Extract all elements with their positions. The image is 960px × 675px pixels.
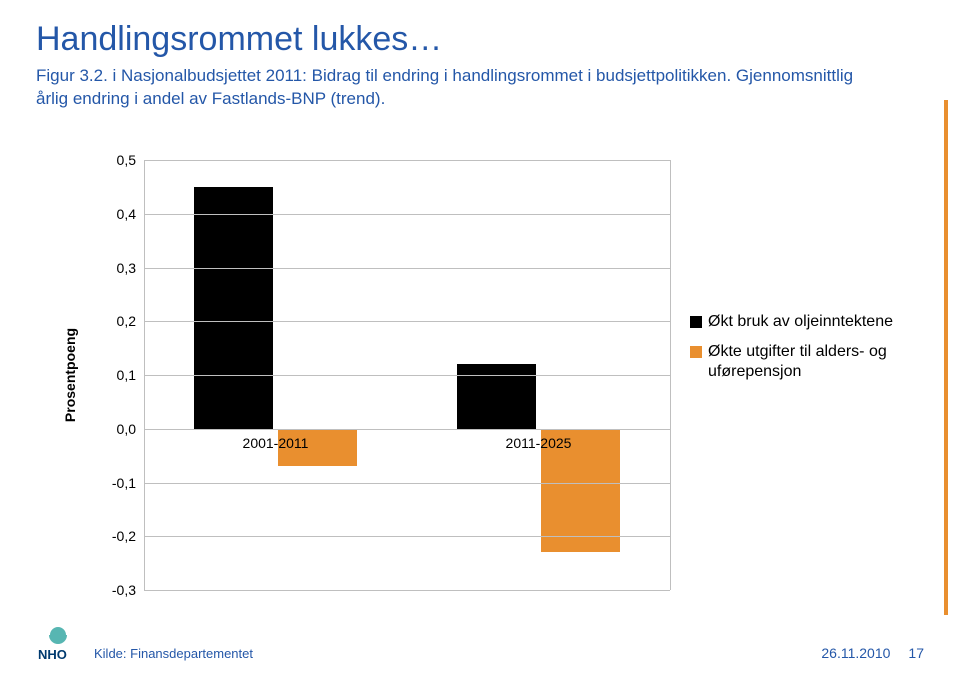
legend-swatch-icon	[690, 316, 702, 328]
plot-border	[670, 160, 671, 590]
y-tick-label: 0,2	[106, 313, 136, 329]
category-label: 2001-2011	[243, 435, 309, 451]
page-title: Handlingsrommet lukkes…	[36, 20, 924, 59]
y-tick-label: -0,1	[106, 475, 136, 491]
gridline	[144, 321, 670, 322]
gridline	[144, 268, 670, 269]
page-number: 17	[908, 645, 924, 661]
category-label: 2011-2025	[506, 435, 572, 451]
slide-date: 26.11.2010	[821, 645, 890, 661]
page-meta: 26.11.2010 17	[821, 645, 924, 661]
y-axis-label: Prosentpoeng	[62, 328, 78, 422]
y-tick-label: 0,3	[106, 260, 136, 276]
chart: Prosentpoeng Økt bruk av oljeinntekteneØ…	[70, 160, 900, 590]
legend-swatch-icon	[690, 346, 702, 358]
legend-item: Økte utgifter til alders- og uførepensjo…	[690, 342, 900, 382]
gridline	[144, 375, 670, 376]
legend-item: Økt bruk av oljeinntektene	[690, 312, 900, 332]
bar	[194, 187, 273, 429]
y-tick-label: 0,1	[106, 367, 136, 383]
legend-label: Økt bruk av oljeinntektene	[708, 312, 893, 332]
gridline	[144, 536, 670, 537]
y-tick-label: 0,4	[106, 206, 136, 222]
logo-text: NHO	[38, 647, 67, 661]
y-tick-label: 0,0	[106, 421, 136, 437]
gridline	[144, 429, 670, 430]
footer: NHO Kilde: Finansdepartementet 26.11.201…	[36, 625, 924, 661]
y-tick-label: 0,5	[106, 152, 136, 168]
gridline	[144, 590, 670, 591]
plot-border	[144, 160, 145, 590]
y-tick-label: -0,2	[106, 528, 136, 544]
accent-bar	[944, 100, 948, 615]
slide: Handlingsrommet lukkes… Figur 3.2. i Nas…	[0, 0, 960, 675]
gridline	[144, 214, 670, 215]
gridline	[144, 160, 670, 161]
gridline	[144, 483, 670, 484]
y-tick-label: -0,3	[106, 582, 136, 598]
legend-label: Økte utgifter til alders- og uførepensjo…	[708, 342, 900, 382]
page-subtitle: Figur 3.2. i Nasjonalbudsjettet 2011: Bi…	[36, 65, 856, 111]
source-label: Kilde: Finansdepartementet	[94, 646, 253, 661]
bar	[457, 364, 536, 429]
nho-logo: NHO	[36, 625, 82, 661]
legend: Økt bruk av oljeinntektene Økte utgifter …	[690, 312, 900, 392]
